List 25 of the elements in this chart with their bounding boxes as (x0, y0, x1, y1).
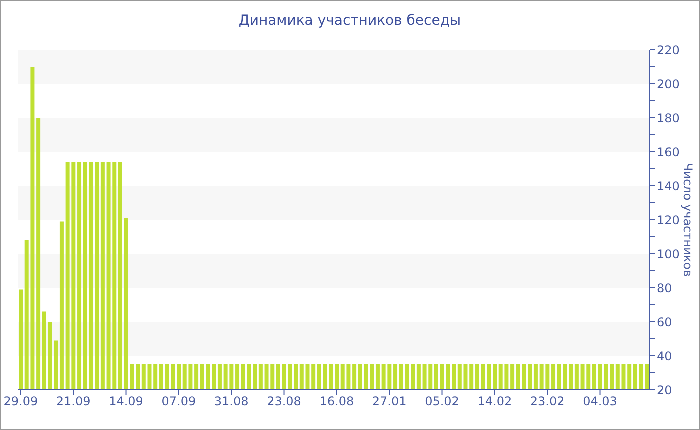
y-tick-label: 100 (657, 247, 680, 262)
x-tick-label: 29.09 (4, 394, 38, 409)
x-tick-label: 27.01 (372, 394, 407, 409)
y-axis-title: Число участников (681, 163, 695, 277)
y-tick-label: 160 (657, 145, 680, 160)
y-tick-label: 40 (657, 349, 672, 364)
y-tick-label: 200 (657, 77, 680, 92)
x-tick-label: 16.08 (320, 394, 354, 409)
x-tick-label: 14.09 (109, 394, 144, 409)
y-tick-label: 60 (657, 315, 672, 330)
x-tick-label: 31.08 (214, 394, 249, 409)
y-tick-label: 80 (657, 281, 672, 296)
x-tick-label: 14.02 (478, 394, 512, 409)
x-tick-label: 23.02 (530, 394, 565, 409)
y-tick-label: 220 (657, 43, 680, 58)
y-tick-label: 120 (657, 213, 680, 228)
y-tick-label: 140 (657, 179, 680, 194)
x-tick-label: 05.02 (425, 394, 460, 409)
x-tick-label: 04.03 (583, 394, 618, 409)
x-tick-label: 21.09 (56, 394, 91, 409)
chart-title: Динамика участников беседы (238, 13, 462, 29)
y-tick-label: 180 (657, 111, 680, 126)
y-tick-label: 20 (657, 383, 672, 398)
x-tick-label: 23.08 (267, 394, 302, 409)
x-tick-label: 07.09 (162, 394, 196, 409)
